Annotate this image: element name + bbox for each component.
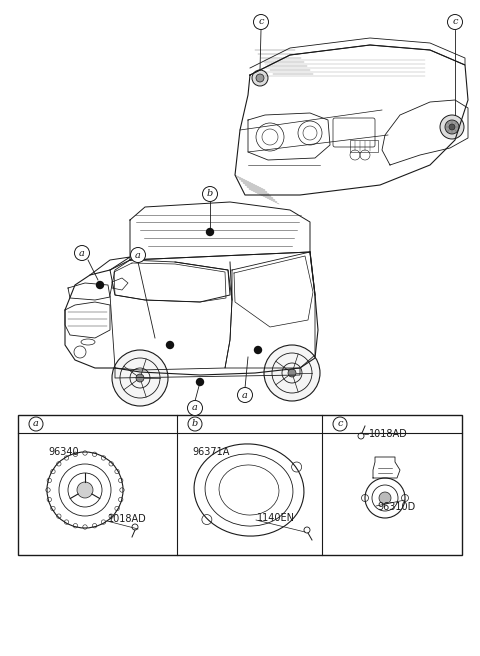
Circle shape — [132, 524, 138, 530]
Text: a: a — [135, 251, 141, 260]
Text: c: c — [337, 419, 343, 428]
Circle shape — [77, 482, 93, 498]
Circle shape — [188, 401, 203, 415]
Text: a: a — [79, 249, 85, 258]
Circle shape — [96, 281, 104, 289]
Bar — [350, 140, 378, 152]
Circle shape — [29, 417, 43, 431]
Text: a: a — [33, 419, 39, 428]
Circle shape — [74, 245, 89, 260]
Circle shape — [333, 417, 347, 431]
Circle shape — [288, 369, 296, 377]
Circle shape — [196, 379, 204, 386]
Circle shape — [445, 120, 459, 134]
Bar — [18, 415, 462, 555]
Text: c: c — [258, 18, 264, 26]
Circle shape — [254, 346, 262, 354]
Text: 96371A: 96371A — [192, 447, 229, 457]
Circle shape — [379, 492, 391, 504]
Circle shape — [238, 388, 252, 403]
Circle shape — [304, 527, 310, 533]
Circle shape — [203, 186, 217, 201]
Circle shape — [131, 247, 145, 262]
Text: 1018AD: 1018AD — [108, 514, 147, 524]
Circle shape — [256, 74, 264, 82]
Text: b: b — [192, 419, 198, 428]
Circle shape — [447, 14, 463, 30]
Circle shape — [112, 350, 168, 406]
Circle shape — [264, 345, 320, 401]
Circle shape — [358, 433, 364, 439]
Text: 96310D: 96310D — [377, 502, 415, 512]
Text: 1018AD: 1018AD — [369, 429, 408, 439]
Text: a: a — [242, 390, 248, 400]
Circle shape — [206, 228, 214, 236]
Text: c: c — [452, 18, 458, 26]
Text: 96340: 96340 — [48, 447, 79, 457]
Circle shape — [136, 374, 144, 382]
Text: 1140EN: 1140EN — [257, 513, 295, 523]
Circle shape — [188, 417, 202, 431]
Text: b: b — [207, 190, 213, 199]
Circle shape — [252, 70, 268, 86]
Text: a: a — [192, 403, 198, 413]
Circle shape — [167, 342, 173, 348]
Circle shape — [449, 124, 455, 130]
Circle shape — [440, 115, 464, 139]
Circle shape — [253, 14, 268, 30]
